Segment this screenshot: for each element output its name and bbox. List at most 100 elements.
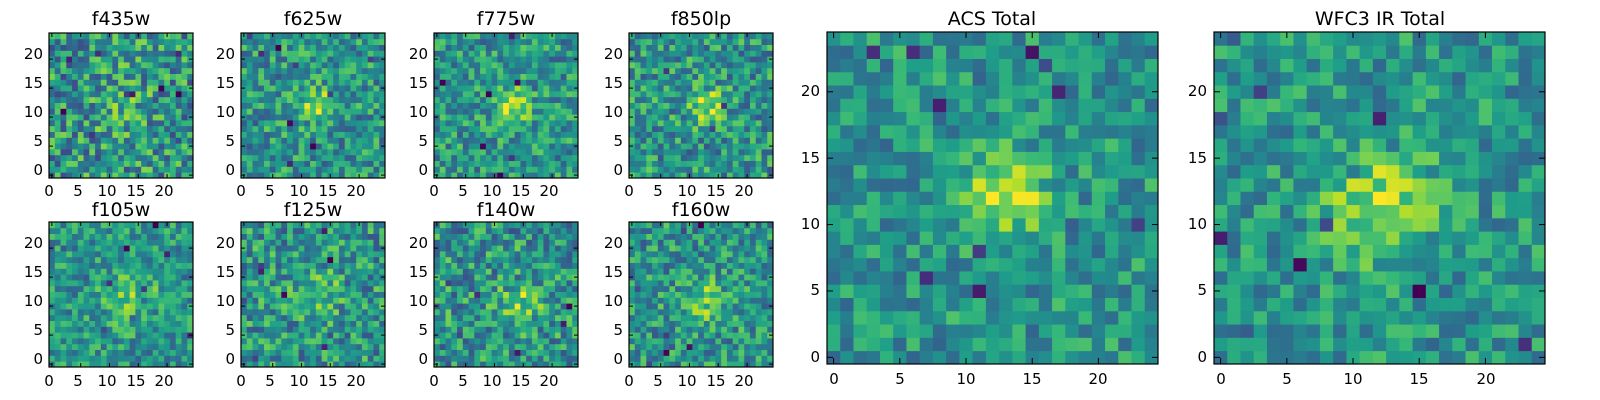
heatmap-cell [275, 38, 282, 45]
heatmap-cell [241, 268, 248, 275]
heatmap-cell [333, 91, 340, 98]
heatmap-cell [480, 154, 487, 161]
heatmap-cell [246, 56, 253, 63]
heatmap-cell [83, 108, 90, 115]
heatmap-cell [241, 233, 248, 240]
heatmap-cell [66, 50, 73, 57]
heatmap-cell [146, 343, 154, 350]
heatmap-cell [344, 291, 351, 298]
heatmap-cell [141, 38, 148, 45]
heatmap-cell [333, 303, 340, 310]
heatmap-cell [692, 338, 699, 345]
heatmap-cell [83, 172, 90, 179]
heatmap-cell [738, 285, 745, 292]
heatmap-cell [344, 343, 351, 350]
heatmap-cell [118, 245, 125, 252]
heatmap-cell [537, 67, 544, 74]
heatmap-cell [755, 166, 762, 173]
heatmap-cell [327, 332, 334, 339]
heatmap-cell [657, 143, 664, 150]
heatmap-cell [89, 343, 96, 350]
heatmap-cell [566, 274, 573, 281]
heatmap-cell [246, 143, 253, 150]
heatmap-cell [554, 274, 562, 281]
heatmap-cell [451, 245, 458, 252]
heatmap-cell [338, 91, 346, 98]
heatmap-cell [287, 361, 294, 368]
heatmap-cell [537, 137, 544, 144]
heatmap-cell [77, 268, 84, 275]
heatmap-cell [526, 239, 533, 246]
heatmap-cell [749, 33, 757, 40]
axis-ticks [241, 222, 385, 367]
heatmap-cell [480, 143, 487, 150]
heatmap-cell [60, 332, 67, 339]
heatmap-cell [767, 38, 774, 45]
heatmap-cell [554, 85, 562, 92]
heatmap-cell [629, 160, 636, 167]
heatmap-cell [164, 343, 171, 350]
heatmap-cell [129, 102, 136, 109]
heatmap-cell [181, 332, 188, 339]
heatmap-cell [543, 33, 550, 40]
heatmap-cell [175, 120, 182, 127]
heatmap-cell [698, 349, 705, 356]
heatmap-cell [457, 291, 464, 298]
heatmap-cell [264, 280, 271, 287]
heatmap-cell [755, 38, 762, 45]
heatmap-cell [54, 38, 61, 45]
heatmap-cell [181, 143, 188, 150]
heatmap-cell [152, 154, 159, 161]
heatmap-cell [54, 343, 61, 350]
heatmap-cell [146, 102, 154, 109]
heatmap-cell [158, 166, 165, 173]
heatmap-cell [634, 56, 641, 63]
heatmap-cell [680, 326, 687, 333]
heatmap-cell [663, 91, 670, 98]
heatmap-cell [640, 355, 647, 362]
heatmap-cell [146, 85, 154, 92]
heatmap-cell [54, 274, 61, 281]
heatmap-cell [287, 137, 294, 144]
heatmap-cell [123, 56, 131, 63]
heatmap-cell [106, 233, 113, 240]
heatmap-cell [543, 332, 550, 339]
heatmap-cell [141, 125, 148, 132]
heatmap-cell [652, 172, 659, 179]
heatmap-cell [123, 67, 131, 74]
heatmap-cell [543, 154, 550, 161]
heatmap-cell [361, 67, 369, 74]
heatmap-cell [333, 297, 340, 304]
heatmap-cell [77, 274, 84, 281]
heatmap-cell [361, 160, 369, 167]
heatmap-cell [152, 137, 159, 144]
heatmap-cell [367, 166, 374, 173]
heatmap-cell [327, 160, 334, 167]
heatmap-cell [698, 91, 705, 98]
heatmap-cell [680, 85, 687, 92]
heatmap-cell [129, 268, 136, 275]
heatmap-cell [572, 262, 579, 269]
heatmap-cell [112, 361, 119, 368]
heatmap-cell [89, 79, 96, 86]
heatmap-cell [83, 44, 90, 51]
heatmap-cell [657, 50, 664, 57]
heatmap-cell [434, 349, 441, 356]
heatmap-cell [118, 256, 125, 263]
heatmap-cell [520, 50, 527, 57]
heatmap-cell [321, 361, 328, 368]
heatmap-cell [356, 268, 363, 275]
heatmap-cell [526, 326, 533, 333]
heatmap-cell [112, 349, 119, 356]
heatmap-cell [738, 44, 745, 51]
heatmap-cell [361, 62, 369, 69]
heatmap-cell [367, 355, 374, 362]
heatmap-cell [72, 33, 79, 40]
heatmap-cell [520, 268, 527, 275]
heatmap-cell [680, 172, 687, 179]
heatmap-cell [738, 326, 745, 333]
heatmap-cell [252, 149, 259, 156]
heatmap-cell [549, 227, 556, 234]
heatmap-cell [281, 326, 288, 333]
heatmap-cell [344, 349, 351, 356]
